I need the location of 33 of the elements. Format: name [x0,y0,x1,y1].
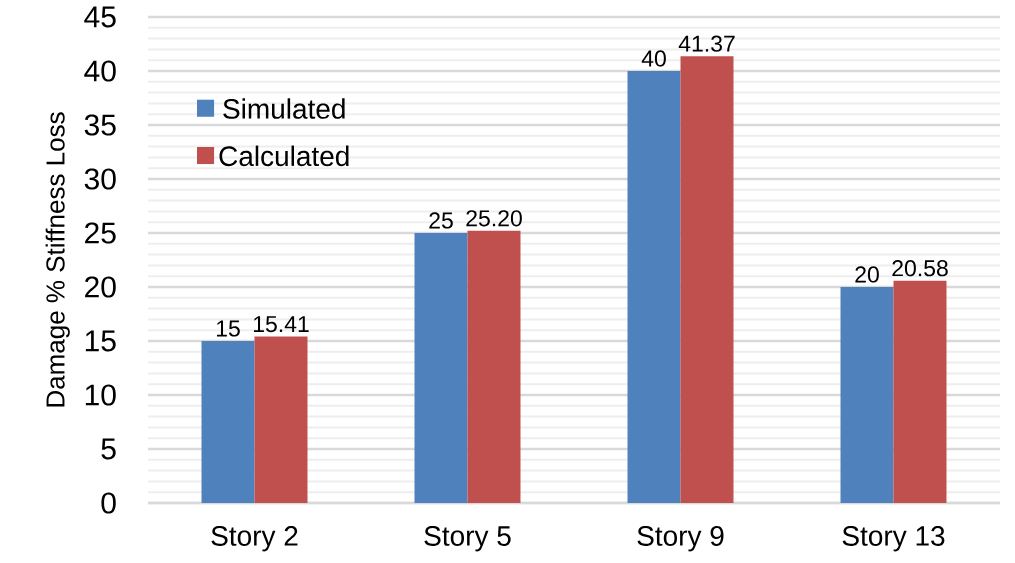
y-tick-label: 10 [85,384,116,406]
data-label: 41.37 [678,35,735,52]
data-label: 40 [641,50,666,67]
data-label: 20 [855,266,879,283]
y-tick-label: 45 [84,6,116,28]
bar [840,287,894,503]
y-tick-label: 35 [84,114,116,136]
bar [467,230,521,503]
y-tick-label: 0 [101,492,116,514]
bar [893,280,947,503]
data-label: 15.41 [253,316,309,333]
y-tick-label: 5 [101,438,116,460]
bar [627,71,681,503]
data-label: 15 [216,320,240,337]
bar [201,341,255,503]
y-tick-label: 20 [85,276,116,298]
x-tick-label: Story 5 [424,526,511,552]
y-tick-label: 25 [85,222,116,244]
y-tick-label: 40 [84,60,116,82]
data-label: 25 [429,212,453,229]
y-tick-label: 15 [85,330,116,352]
x-tick-label: Story 9 [637,526,724,552]
bar [414,233,468,503]
bar [680,56,734,503]
legend-label: Calculated [219,145,349,167]
legend-label: Simulated [223,98,345,119]
x-tick-label: Story 2 [211,526,298,552]
data-label: 20.58 [892,260,948,277]
bar [254,336,308,503]
y-axis-title: Damage % Stiffness Loss [45,112,70,407]
y-tick-label: 30 [84,168,116,190]
x-tick-label: Story 13 [842,526,945,552]
data-label: 25.20 [466,210,522,227]
